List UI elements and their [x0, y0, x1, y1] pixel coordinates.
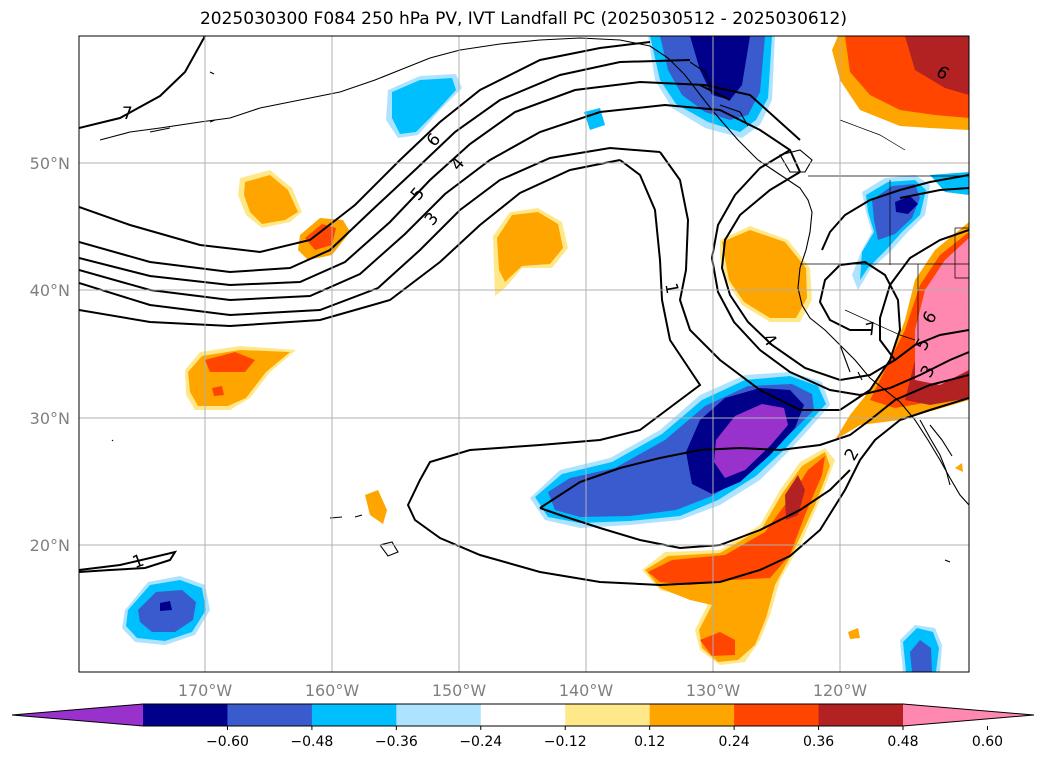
pv-negative-shading [122, 36, 969, 672]
colorbar-tick-label: −0.36 [375, 734, 418, 750]
lat-label-20n: 20°N [30, 536, 70, 555]
longitude-labels: 170°W 160°W 150°W 140°W 130°W 120°W [178, 681, 868, 700]
contour-label-7-east: 7 [864, 319, 880, 341]
map-frame [78, 35, 970, 673]
colorbar-tick-label: 0.24 [719, 734, 750, 750]
colorbar-tick-label: 0.60 [972, 734, 1003, 750]
colorbar-tick-label: 0.36 [803, 734, 834, 750]
lat-label-50n: 50°N [30, 154, 70, 173]
colorbar-tick-label: 0.12 [634, 734, 665, 750]
colorbar-extend-high [903, 704, 1034, 726]
lat-label-30n: 30°N [30, 409, 70, 428]
colorbar-segment [818, 704, 904, 726]
map-area: 7 6 5 4 3 1 1 4 2 7 6 5 3 6 [79, 36, 969, 672]
colorbar-segment [565, 704, 651, 726]
colorbar-outline [11, 703, 1035, 727]
colorbar-segment [480, 704, 566, 726]
colorbar-segment [649, 704, 735, 726]
colorbar: −0.60 −0.48 −0.36 −0.24 −0.12 0.12 0.24 0.36 0.4… [11, 703, 1035, 750]
lon-label-130w: 130°W [686, 681, 741, 700]
pv-positive-shading [185, 36, 969, 665]
colorbar-segment [396, 704, 482, 726]
lon-label-170w: 170°W [178, 681, 233, 700]
lon-label-150w: 150°W [432, 681, 487, 700]
colorbar-tick-label: −0.12 [544, 734, 587, 750]
colorbar-segment [311, 704, 397, 726]
colorbar-segment [227, 704, 313, 726]
contour-label-1-central: 1 [660, 281, 682, 295]
lon-label-140w: 140°W [559, 681, 614, 700]
colorbar-extend-low [12, 704, 143, 726]
colorbar-segment [734, 704, 820, 726]
lon-label-160w: 160°W [305, 681, 360, 700]
figure-title: 2025030300 F084 250 hPa PV, IVT Landfall… [199, 9, 847, 29]
colorbar-tick-label: −0.24 [459, 734, 502, 750]
latitude-labels: 50°N 40°N 30°N 20°N [30, 154, 70, 555]
colorbar-segment [143, 704, 228, 726]
coastlines [99, 37, 969, 563]
contour-label-7-west: 7 [122, 104, 133, 124]
ivt-contours [79, 36, 969, 587]
colorbar-tick-label: −0.48 [290, 734, 333, 750]
gridlines [79, 36, 969, 672]
colorbar-tick-label: 0.48 [887, 734, 918, 750]
lat-label-40n: 40°N [30, 281, 70, 300]
colorbar-tick-label: −0.60 [206, 734, 249, 750]
lon-label-120w: 120°W [813, 681, 868, 700]
